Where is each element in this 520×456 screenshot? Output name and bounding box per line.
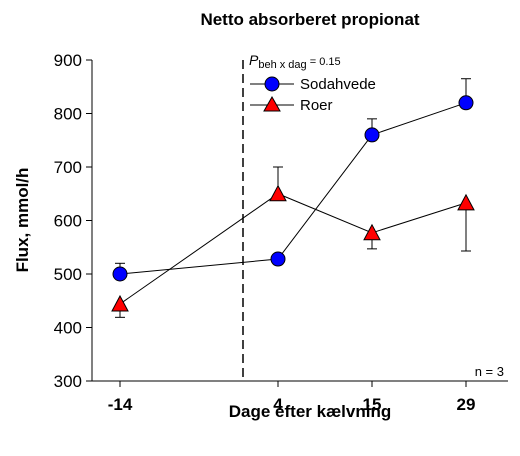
p-value-main: P (249, 52, 259, 68)
x-tick-label: 15 (363, 395, 382, 414)
y-tick-label: 800 (54, 105, 82, 124)
legend-label-sodahvede: Sodahvede (300, 76, 376, 93)
legend: Sodahvede Roer (250, 76, 376, 114)
y-tick-label: 600 (54, 212, 82, 231)
data-point-sodahvede (364, 127, 380, 143)
legend-marker-sodahvede (264, 76, 280, 92)
data-point-roer (111, 294, 129, 312)
y-tick-label: 300 (54, 372, 82, 391)
series-line-sodahvede (119, 102, 467, 275)
chart-title: Netto absorberet propionat (200, 10, 419, 29)
data-point-roer (269, 184, 287, 202)
p-value-annotation: Pbeh x dag = 0.15 (249, 52, 341, 71)
series-layer (111, 78, 475, 318)
x-tick-label: -14 (108, 395, 133, 414)
data-point-sodahvede (270, 251, 286, 267)
x-axis-label: Dage efter kælvning (229, 402, 392, 421)
data-point-sodahvede (458, 95, 474, 111)
series-line-roer (119, 193, 467, 305)
y-tick-label: 900 (54, 51, 82, 70)
data-point-roer (457, 193, 475, 211)
data-point-sodahvede (112, 266, 128, 282)
legend-marker-roer (263, 95, 281, 112)
y-tick-label: 400 (54, 319, 82, 338)
legend-label-roer: Roer (300, 97, 333, 114)
sample-size-annotation: n = 3 (475, 364, 504, 379)
y-axis-label: Flux, mmol/h (13, 168, 32, 273)
data-point-roer (363, 223, 381, 241)
p-value-rest: = 0.15 (307, 56, 341, 68)
y-tick-label: 700 (54, 158, 82, 177)
y-tick-label: 500 (54, 265, 82, 284)
p-value-subscript: beh x dag (258, 59, 306, 71)
y-axis-ticks: 300 400 500 600 700 800 900 (54, 51, 92, 391)
x-axis-ticks: -14 4 15 29 (108, 381, 476, 414)
x-tick-label: 4 (273, 395, 283, 414)
x-tick-label: 29 (457, 395, 476, 414)
